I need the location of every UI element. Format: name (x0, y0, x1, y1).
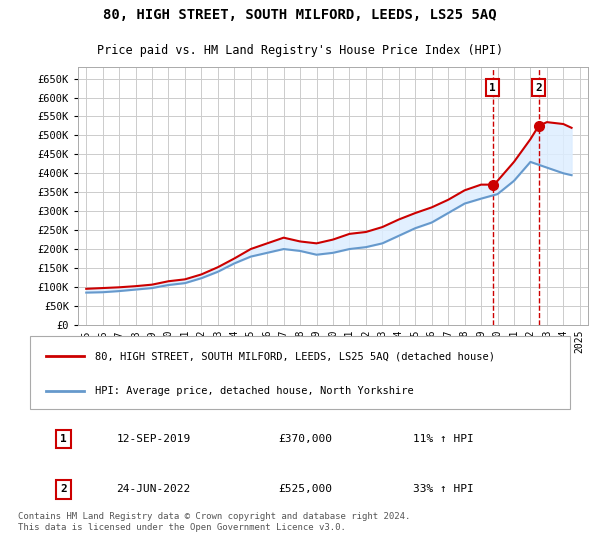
Text: £525,000: £525,000 (278, 484, 332, 494)
Text: 80, HIGH STREET, SOUTH MILFORD, LEEDS, LS25 5AQ: 80, HIGH STREET, SOUTH MILFORD, LEEDS, L… (103, 8, 497, 22)
FancyBboxPatch shape (30, 336, 570, 409)
Text: 80, HIGH STREET, SOUTH MILFORD, LEEDS, LS25 5AQ (detached house): 80, HIGH STREET, SOUTH MILFORD, LEEDS, L… (95, 351, 495, 361)
Text: 2: 2 (535, 83, 542, 93)
Text: 33% ↑ HPI: 33% ↑ HPI (413, 484, 474, 494)
Text: 2: 2 (60, 484, 67, 494)
Text: 1: 1 (60, 434, 67, 444)
Text: 24-JUN-2022: 24-JUN-2022 (116, 484, 191, 494)
Text: 11% ↑ HPI: 11% ↑ HPI (413, 434, 474, 444)
Text: Price paid vs. HM Land Registry's House Price Index (HPI): Price paid vs. HM Land Registry's House … (97, 44, 503, 57)
Text: HPI: Average price, detached house, North Yorkshire: HPI: Average price, detached house, Nort… (95, 386, 413, 395)
Text: Contains HM Land Registry data © Crown copyright and database right 2024.
This d: Contains HM Land Registry data © Crown c… (18, 512, 410, 531)
Text: 12-SEP-2019: 12-SEP-2019 (116, 434, 191, 444)
Text: 1: 1 (489, 83, 496, 93)
Text: £370,000: £370,000 (278, 434, 332, 444)
